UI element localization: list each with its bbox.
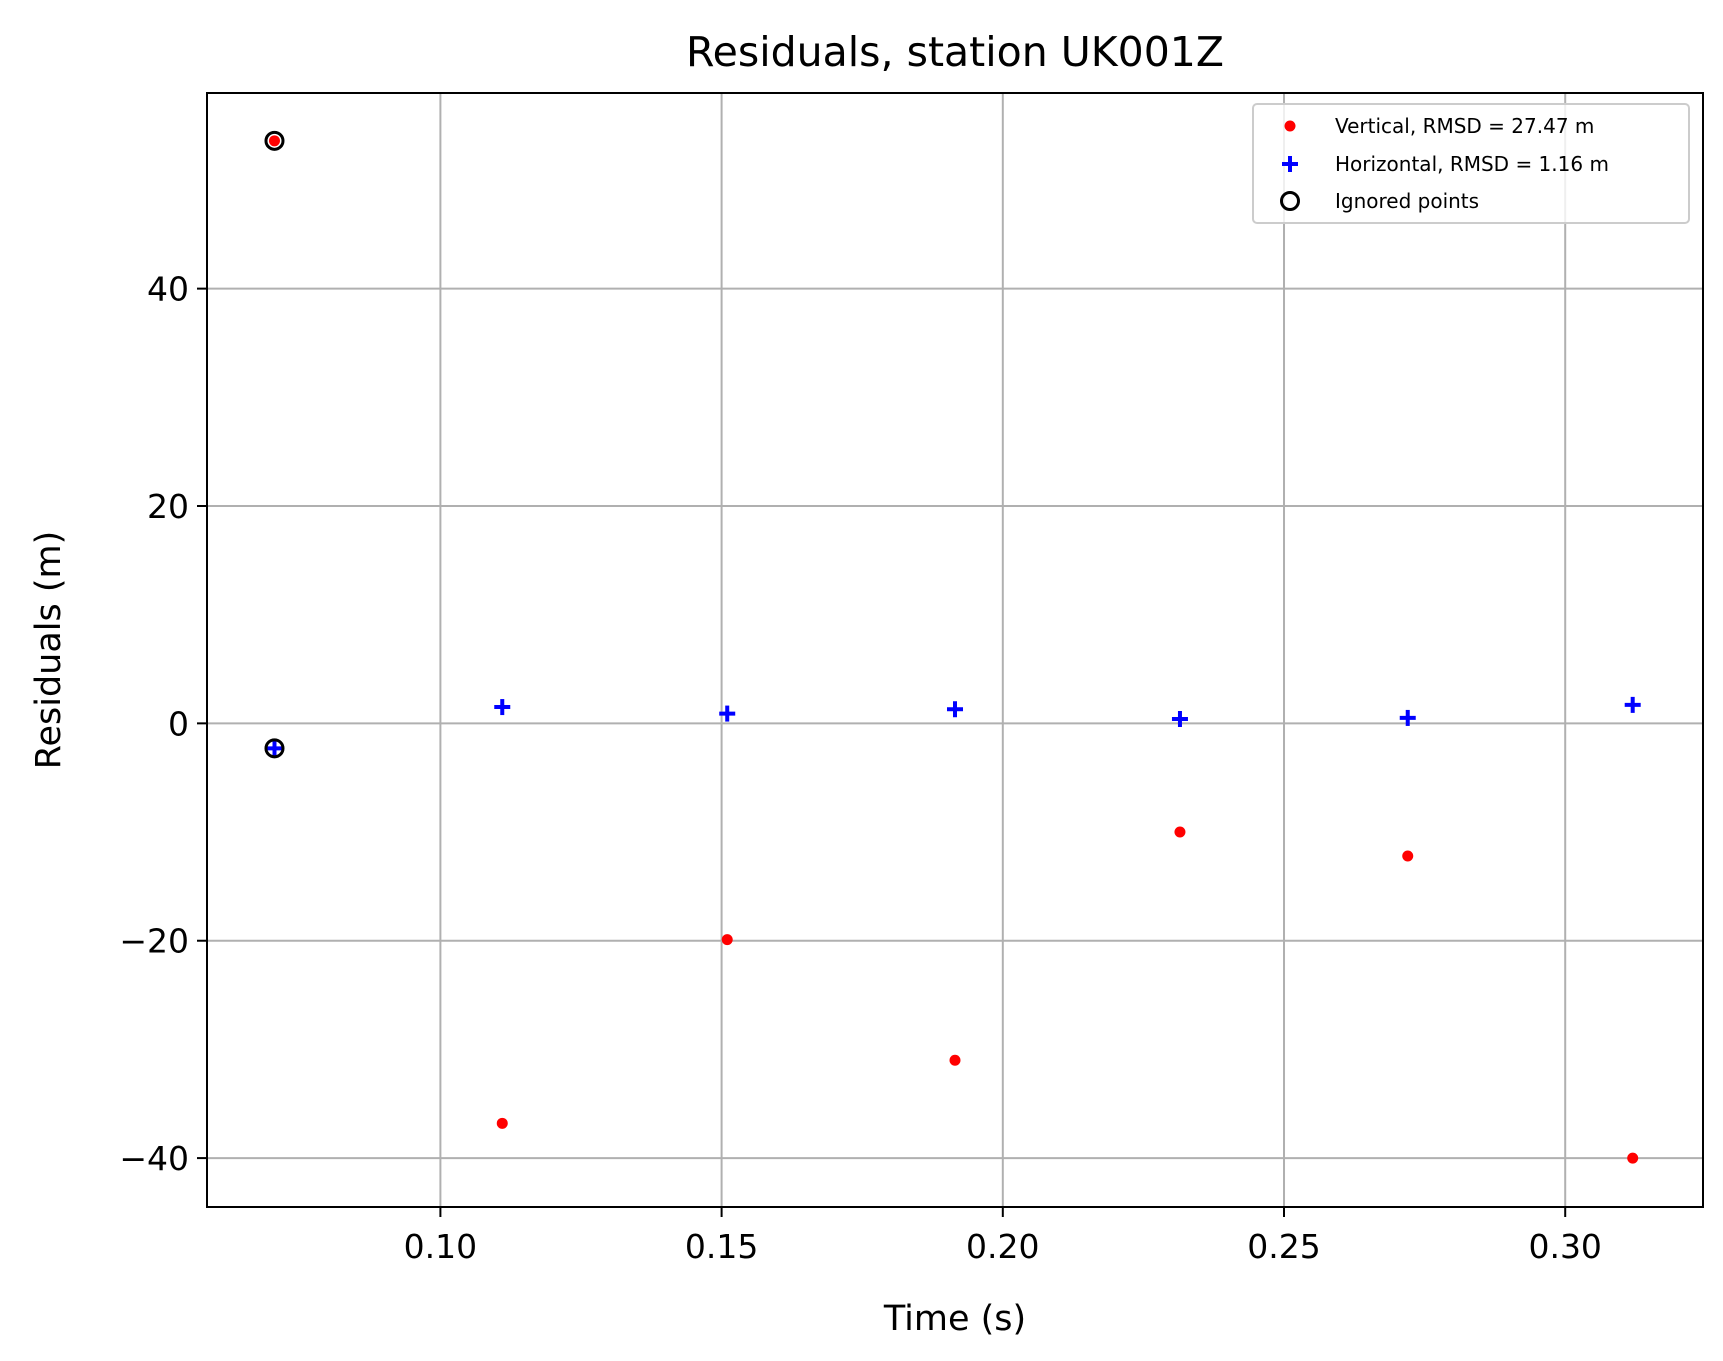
plot-frame — [206, 92, 1704, 1208]
vertical-residual-point — [721, 934, 733, 946]
legend-box — [1252, 103, 1690, 224]
legend-entry-vertical: Vertical, RMSD = 27.47 m — [1284, 114, 1594, 138]
data-points — [264, 130, 1641, 1164]
legend-entries: Vertical, RMSD = 27.47 m Horizontal, RMSD… — [1280, 114, 1609, 213]
x-tick-label: 0.10 — [404, 1227, 477, 1266]
horizontal-residual-point — [1624, 696, 1641, 713]
legend-marker — [1284, 120, 1296, 132]
horizontal-residual-point — [719, 705, 736, 722]
legend-label: Ignored points — [1335, 189, 1479, 213]
horizontal-residual-point — [494, 699, 511, 716]
y-tick-label: −40 — [119, 1139, 189, 1178]
y-tick-label: 40 — [147, 270, 189, 309]
y-tick-label: 0 — [168, 704, 189, 743]
vertical-residual-point — [496, 1117, 508, 1129]
legend: Vertical, RMSD = 27.47 m Horizontal, RMSD… — [1252, 103, 1690, 224]
axis-ticks: 0.10 0.15 0.20 0.25 0.30 40 20 0 −20 −40 — [119, 270, 1602, 1266]
legend-marker — [1282, 156, 1298, 172]
vertical-residual-point — [268, 135, 280, 147]
grid-lines — [207, 93, 1703, 1207]
x-tick-label: 0.20 — [966, 1227, 1039, 1266]
legend-entry-horizontal: Horizontal, RMSD = 1.16 m — [1282, 152, 1609, 176]
vertical-residual-point — [949, 1054, 961, 1066]
legend-label: Vertical, RMSD = 27.47 m — [1335, 114, 1594, 138]
y-tick-label: −20 — [119, 922, 189, 961]
legend-entry-ignored: Ignored points — [1280, 189, 1479, 213]
horizontal-residual-point — [1171, 711, 1188, 728]
ignored-point-marker — [264, 130, 285, 151]
x-tick-label: 0.15 — [685, 1227, 758, 1266]
horizontal-residual-point — [947, 701, 963, 718]
x-tick-label: 0.25 — [1247, 1227, 1320, 1266]
horizontal-residual-point — [1399, 709, 1416, 726]
chart-title: Residuals, station UK001Z — [686, 28, 1224, 76]
y-tick-label: 20 — [147, 487, 189, 526]
vertical-residual-point — [1402, 850, 1414, 862]
vertical-residual-point — [1174, 826, 1186, 838]
vertical-residual-point — [1627, 1152, 1639, 1164]
horizontal-residual-point — [266, 740, 283, 757]
x-axis-label: Time (s) — [883, 1299, 1026, 1339]
legend-marker — [1280, 191, 1300, 211]
x-tick-label: 0.30 — [1528, 1227, 1601, 1266]
ignored-point-marker — [264, 738, 285, 759]
legend-label: Horizontal, RMSD = 1.16 m — [1335, 152, 1609, 176]
y-axis-label: Residuals (m) — [29, 531, 69, 770]
